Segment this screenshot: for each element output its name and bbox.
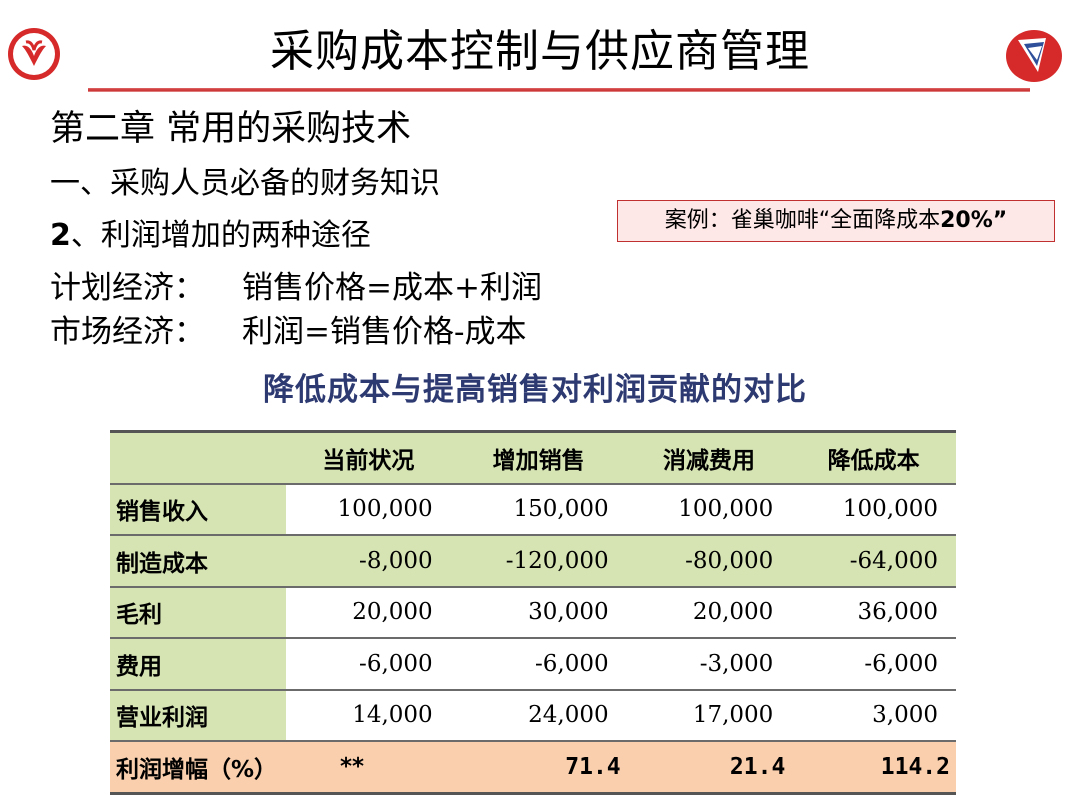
table-cell: 114.2 <box>791 741 956 795</box>
row-label: 营业利润 <box>110 689 286 742</box>
case-suffix: ” <box>992 208 1008 233</box>
row-label: 利润增幅（%） <box>110 741 286 795</box>
table-cell: -8,000 <box>286 535 451 588</box>
table-cell: -6,000 <box>791 638 956 691</box>
column-header-reduce-cost: 降低成本 <box>791 430 956 485</box>
comparison-table: 当前状况 增加销售 消减费用 降低成本 销售收入 100,000 150,000… <box>110 430 956 795</box>
table-cell: -80,000 <box>626 535 792 588</box>
table-cell: ** <box>286 741 451 795</box>
subsection-heading: 2、利润增加的两种途径 <box>50 214 371 258</box>
table-cell: 20,000 <box>286 586 451 639</box>
table-title: 降低成本与提高销售对利润贡献的对比 <box>263 372 807 408</box>
column-header-current: 当前状况 <box>286 430 451 485</box>
planned-economy-formula: 计划经济： 销售价格=成本+利润 <box>50 266 542 310</box>
slide-header-title: 采购成本控制与供应商管理 <box>270 26 810 77</box>
table-cell: 17,000 <box>626 689 792 742</box>
table-cell: 100,000 <box>626 483 792 536</box>
table-row: 制造成本 -8,000 -120,000 -80,000 -64,000 <box>110 535 956 588</box>
profit-growth-row: 利润增幅（%） ** 71.4 21.4 114.2 <box>110 741 956 795</box>
column-header-increase-sales: 增加销售 <box>450 430 627 485</box>
table-cell: 24,000 <box>450 689 627 742</box>
dongfeng-logo-icon <box>8 28 60 80</box>
case-percent: 20% <box>940 208 993 233</box>
table-cell: 150,000 <box>450 483 627 536</box>
section-heading: 一、采购人员必备的财务知识 <box>50 166 440 201</box>
swoosh-logo-icon <box>1006 30 1062 82</box>
case-callout: 案例：雀巢咖啡“全面降成本20%” <box>617 200 1055 242</box>
column-header-cut-expenses: 消减费用 <box>626 430 792 485</box>
table-row: 毛利 20,000 30,000 20,000 36,000 <box>110 586 956 639</box>
table-cell: -3,000 <box>626 638 792 691</box>
table-cell: 100,000 <box>791 483 956 536</box>
table-cell: 36,000 <box>791 586 956 639</box>
table-cell: 21.4 <box>626 741 792 795</box>
market-economy-label: 市场经济： <box>50 314 205 350</box>
table-cell: 3,000 <box>791 689 956 742</box>
row-label: 费用 <box>110 638 286 691</box>
header-corner-cell <box>110 430 286 485</box>
header-divider <box>88 88 1030 92</box>
market-economy-equation: 利润=销售价格-成本 <box>242 314 527 350</box>
planned-economy-label: 计划经济： <box>50 270 205 306</box>
table-cell: -64,000 <box>791 535 956 588</box>
case-prefix: 案例：雀巢咖啡“全面降成本 <box>664 208 941 233</box>
table-cell: 20,000 <box>626 586 792 639</box>
market-economy-formula: 市场经济： 利润=销售价格-成本 <box>50 310 526 354</box>
table-row: 销售收入 100,000 150,000 100,000 100,000 <box>110 483 956 536</box>
row-label: 毛利 <box>110 586 286 639</box>
table-cell: 30,000 <box>450 586 627 639</box>
planned-economy-equation: 销售价格=成本+利润 <box>242 270 542 306</box>
table-cell: -6,000 <box>450 638 627 691</box>
table-cell: -6,000 <box>286 638 451 691</box>
subsection-text: 、利润增加的两种途径 <box>70 218 371 253</box>
table-cell: 100,000 <box>286 483 451 536</box>
table-cell: 14,000 <box>286 689 451 742</box>
table-header-row: 当前状况 增加销售 消减费用 降低成本 <box>110 430 956 485</box>
table-row: 费用 -6,000 -6,000 -3,000 -6,000 <box>110 638 956 691</box>
chapter-heading: 第二章 常用的采购技术 <box>50 109 412 149</box>
row-label: 销售收入 <box>110 483 286 536</box>
table-cell: -120,000 <box>450 535 627 588</box>
row-label: 制造成本 <box>110 535 286 588</box>
table-cell: 71.4 <box>450 741 627 795</box>
subsection-number: 2 <box>50 218 71 253</box>
table-row: 营业利润 14,000 24,000 17,000 3,000 <box>110 689 956 742</box>
